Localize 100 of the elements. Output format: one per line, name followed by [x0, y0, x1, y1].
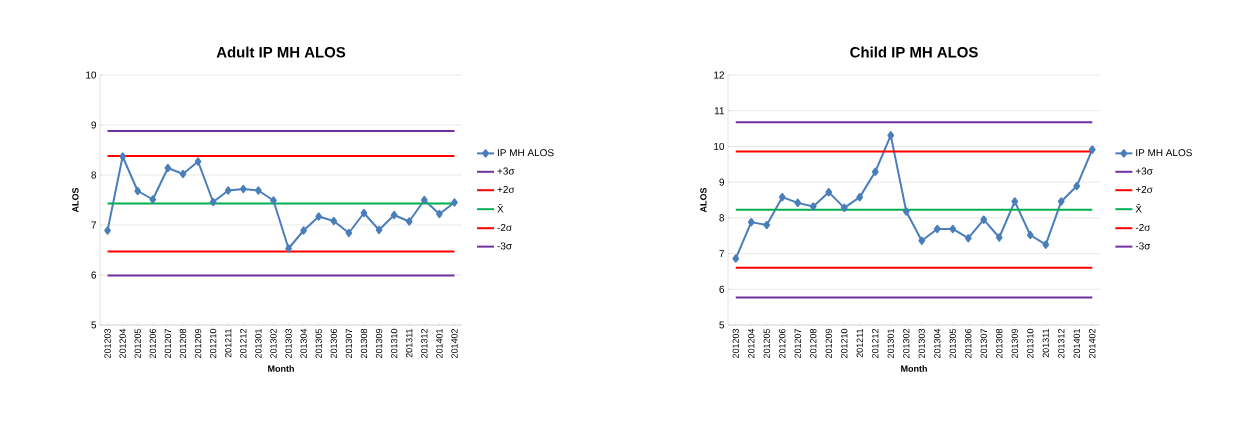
y-tick-label: 8 [91, 171, 97, 179]
point [104, 226, 111, 235]
x-tick-label: 201302 [903, 328, 910, 358]
legend-label: +3σ [1135, 167, 1153, 175]
point [794, 198, 802, 208]
point [1011, 197, 1019, 206]
x-tick-label: 201401 [1073, 328, 1080, 358]
x-tick-label: 201210 [209, 328, 217, 358]
point [980, 215, 988, 224]
y-tick-label: 5 [719, 321, 725, 329]
legend-label: -3σ [497, 242, 512, 250]
chart-title: Adult IP MH ALOS [216, 46, 346, 58]
y-tick-label: 6 [91, 271, 97, 279]
x-tick-label: 201203 [732, 328, 739, 358]
x-tick-label: 201207 [794, 328, 801, 358]
x-tick-label: 201204 [748, 328, 755, 358]
legend-label: X̄ [497, 204, 504, 213]
legend-label: X̄ [1135, 204, 1142, 213]
x-tick-label: 201310 [390, 328, 398, 358]
x-tick-label: 201306 [330, 328, 337, 358]
point [732, 254, 740, 263]
x-tick-label: 201205 [763, 328, 770, 358]
x-tick-label: 201211 [856, 328, 863, 358]
point [840, 203, 848, 213]
point [1026, 230, 1034, 240]
y-tick-label: 10 [86, 71, 97, 79]
x-tick-label: 201311 [1042, 328, 1049, 358]
point [315, 212, 323, 221]
x-axis-title: Month [901, 365, 927, 372]
legend-label: -2σ [1135, 223, 1151, 232]
legend-label: IP MH ALOS [497, 149, 554, 157]
y-tick-label: 10 [714, 142, 725, 150]
x-tick-label: 201204 [119, 328, 126, 358]
point [194, 157, 202, 166]
x-tick-label: 201307 [980, 328, 987, 358]
x-tick-label: 201308 [996, 328, 1003, 358]
point [871, 167, 879, 176]
point [856, 192, 864, 202]
point [239, 184, 247, 194]
point [330, 216, 338, 226]
point [964, 234, 972, 243]
point [300, 226, 308, 235]
point [1042, 240, 1050, 249]
x-axis-title: Month [268, 365, 294, 372]
point [390, 210, 398, 220]
x-tick-label: 201309 [1011, 328, 1018, 358]
point [134, 186, 142, 196]
point [420, 195, 428, 205]
x-tick-label: 201304 [300, 328, 307, 358]
x-tick-label: 201305 [949, 328, 956, 358]
y-tick-label: 9 [719, 178, 725, 186]
x-tick-label: 201211 [225, 328, 232, 358]
x-tick-label: 201212 [240, 328, 247, 358]
x-tick-label: 201208 [810, 328, 817, 358]
y-tick-label: 8 [719, 214, 725, 222]
point [1073, 181, 1081, 191]
legend-label: -2σ [497, 223, 512, 232]
point [435, 209, 443, 219]
legend-label: IP MH ALOS [1136, 149, 1192, 157]
y-tick-label: 5 [91, 321, 97, 329]
x-tick-label: 201305 [315, 328, 322, 358]
point [164, 163, 172, 173]
point [224, 186, 232, 195]
x-tick-label: 201205 [134, 328, 141, 358]
x-tick-label: 201207 [164, 328, 172, 358]
x-tick-label: 201303 [918, 328, 925, 358]
point [345, 228, 353, 238]
y-tick-label: 7 [91, 221, 96, 229]
x-tick-label: 201304 [934, 328, 941, 358]
point [270, 196, 277, 205]
x-tick-label: 201301 [887, 328, 894, 358]
x-tick-label: 201203 [104, 328, 111, 358]
x-tick-label: 201401 [436, 328, 443, 358]
x-tick-label: 201302 [270, 328, 277, 358]
point [375, 225, 383, 235]
point [995, 233, 1003, 242]
x-tick-label: 201308 [360, 328, 368, 358]
point [254, 186, 262, 195]
x-tick-label: 201311 [406, 328, 413, 358]
x-tick-label: 201210 [841, 328, 848, 358]
x-tick-label: 201402 [1089, 328, 1096, 358]
y-tick-label: 12 [714, 71, 724, 79]
x-tick-label: 201303 [285, 328, 292, 358]
y-tick-label: 11 [714, 107, 725, 115]
x-tick-label: 201306 [965, 328, 972, 358]
x-tick-label: 201209 [194, 328, 202, 358]
point [1057, 197, 1065, 206]
x-tick-label: 201301 [255, 328, 262, 358]
point [918, 236, 926, 245]
legend-label: +3σ [497, 167, 515, 175]
x-tick-label: 201312 [1058, 328, 1065, 358]
point [902, 207, 910, 216]
y-tick-label: 7 [719, 250, 724, 257]
x-tick-label: 201402 [451, 328, 458, 358]
x-tick-label: 201206 [149, 328, 156, 358]
point [825, 187, 833, 197]
x-tick-label: 201208 [179, 328, 187, 358]
point [405, 217, 413, 226]
x-tick-label: 201206 [779, 328, 786, 358]
point [1088, 145, 1096, 154]
